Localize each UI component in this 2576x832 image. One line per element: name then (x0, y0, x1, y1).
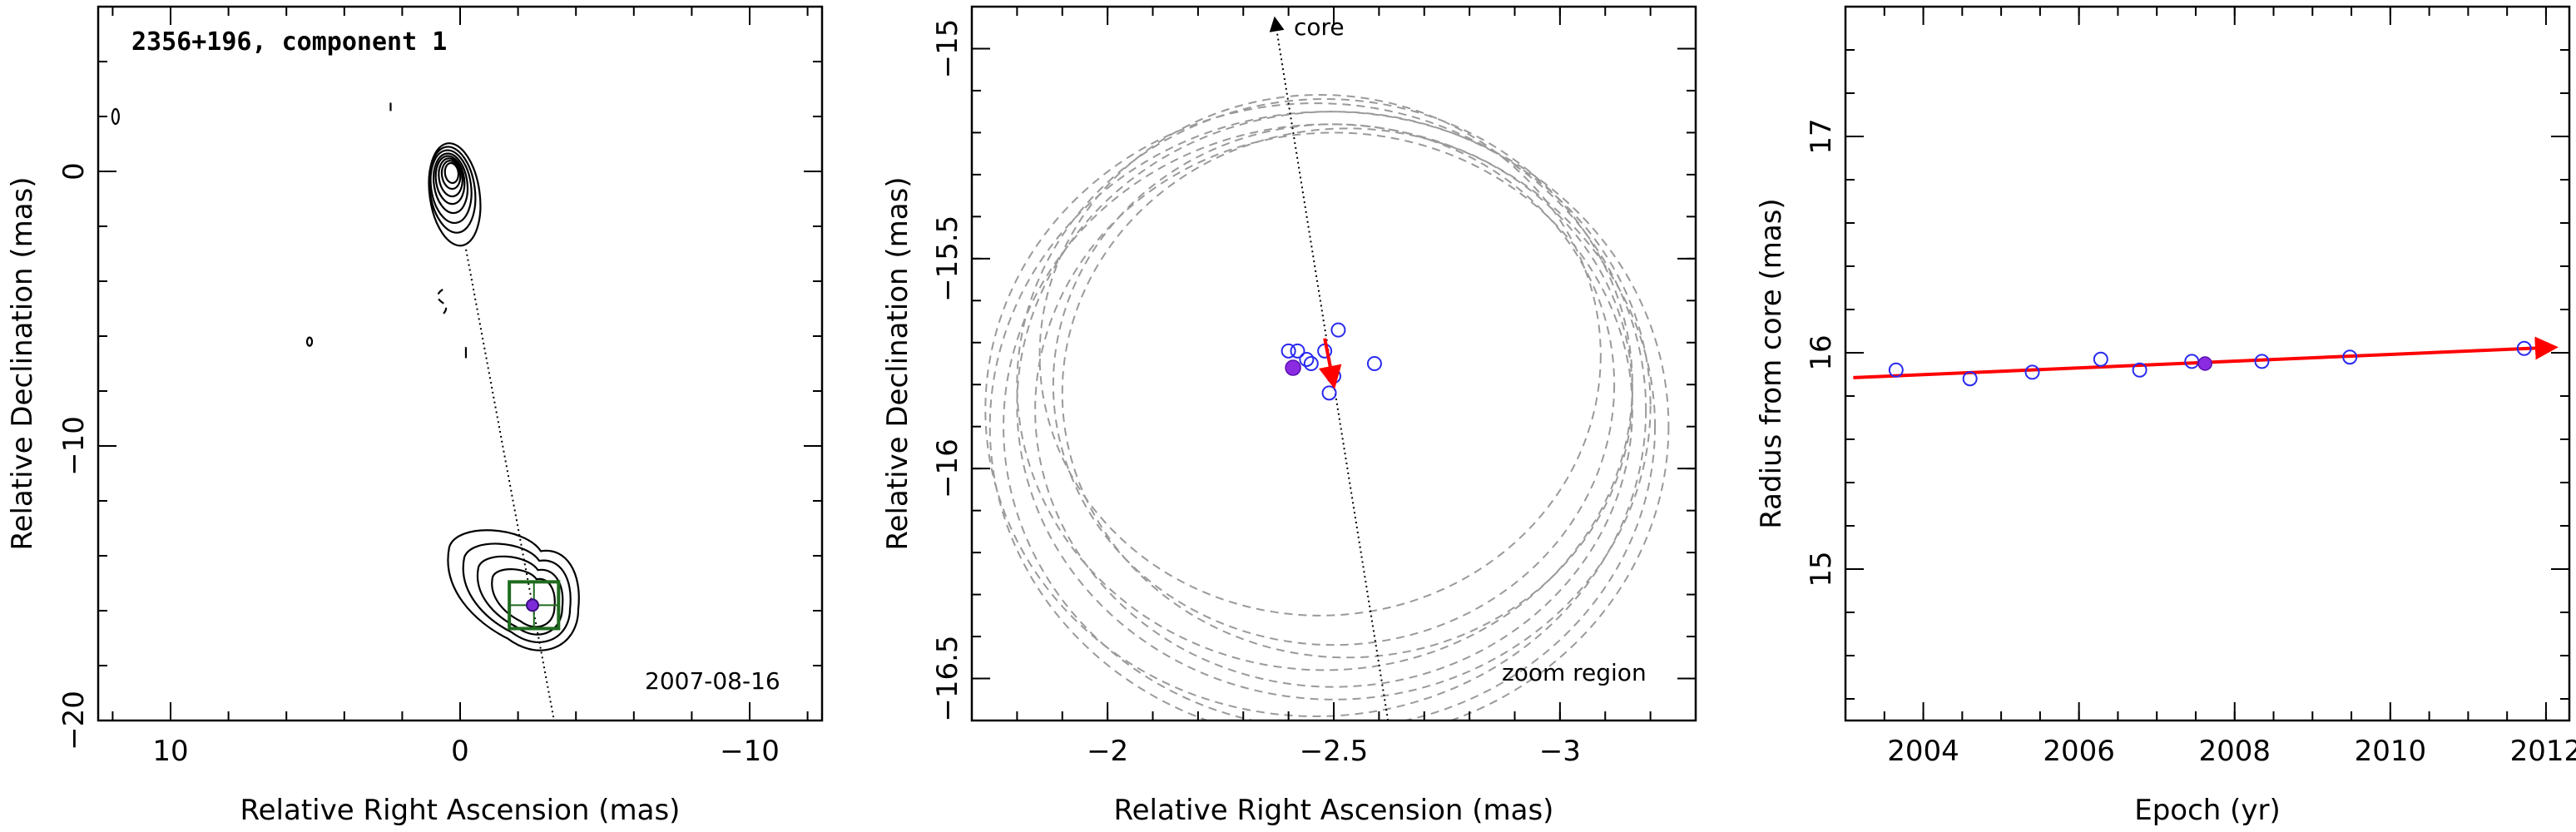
panel-3-xtick-label: 2012 (2510, 735, 2576, 768)
panel-1-frame (97, 5, 824, 722)
negative-contour (437, 288, 448, 315)
error-circles (984, 93, 1670, 721)
component-contour-3 (491, 568, 556, 628)
error-circle-1 (1052, 123, 1616, 646)
panel-1-ticks: 10 0 −10 0 −10 −20 (57, 6, 822, 768)
epoch-position-point (1299, 351, 1315, 367)
panel-1-date-annotation: 2007-08-16 (645, 667, 780, 695)
motion-vector-arrow (1318, 338, 1342, 389)
core-contour-2 (429, 149, 473, 225)
noise-contour (305, 336, 314, 347)
panel-3-xtick-label: 2008 (2198, 735, 2271, 768)
panel-2-xlabel: Relative Right Ascension (mas) (1114, 794, 1554, 827)
core-contour-1 (428, 146, 477, 234)
panel-3-xtick-label: 2004 (1887, 735, 1959, 768)
panel-2-xtick-label: −2 (1087, 735, 1128, 768)
panel-1-xtick-label: −10 (720, 735, 780, 768)
epoch-position-point (1290, 343, 1305, 359)
epoch-position-point (1366, 356, 1382, 371)
error-circle-0 (1038, 93, 1602, 617)
panel-1-xlabel: Relative Right Ascension (mas) (240, 794, 681, 827)
panel-2-marks (984, 16, 1670, 721)
radius-point (2132, 362, 2147, 378)
epoch-position-point (1303, 356, 1319, 371)
panel-3-ytick-label: 15 (1805, 551, 1838, 587)
radius-point (2024, 364, 2040, 380)
component-contour-2 (476, 555, 564, 636)
core-contour-5 (438, 157, 463, 198)
panel-1-ylabel: Relative Declination (mas) (6, 176, 39, 550)
radius-point (2516, 340, 2532, 356)
highlighted-radius-point (2197, 356, 2212, 371)
component-contour-0 (447, 529, 580, 651)
panel-2-ytick-label: −16.5 (931, 635, 964, 721)
core-contour-4 (434, 155, 466, 206)
epoch-position-point (1330, 322, 1346, 338)
radius-point (1962, 371, 1978, 387)
panel-3-marks (1853, 336, 2559, 387)
error-circle-4 (1034, 131, 1633, 688)
panel-2-core-label: core (1294, 13, 1345, 41)
radius-point (2254, 354, 2270, 369)
epoch-position-point (1281, 343, 1296, 359)
panel-3-radius-vs-epoch: 2004 2006 2008 2010 2012 15 16 17 Epoch (yr) Ra… (1755, 5, 2576, 827)
component-contour-1 (462, 542, 572, 643)
core-contour-6 (440, 160, 462, 191)
panel-1-contour-map: 10 0 −10 0 −10 −20 2356+196, component 1 2007… (6, 5, 824, 827)
error-circle-5 (988, 111, 1670, 721)
panel-3-xlabel: Epoch (yr) (2134, 794, 2281, 827)
panel-1-title: 2356+196, component 1 (131, 27, 447, 57)
radius-point (2342, 349, 2358, 365)
panel-2-frame (970, 5, 1697, 722)
core-contour-0 (428, 142, 482, 247)
error-circle-7 (984, 102, 1647, 717)
panel-2-zoom-region-label: zoom region (1502, 659, 1647, 686)
panel-2-ytick-label: −16 (931, 438, 964, 498)
noise-contour (111, 107, 120, 126)
panel-2-ticks: −2 −2.5 −3 −15 −15.5 −16 −16.5 (931, 6, 1696, 768)
panel-2-zoom-scatter: −2 −2.5 −3 −15 −15.5 −16 −16.5 core zoom regio… (881, 5, 1697, 827)
core-contour-7 (443, 161, 460, 185)
panel-1-contours (111, 102, 580, 721)
error-circle-6 (1003, 123, 1656, 721)
panel-1-xtick-label: 0 (451, 735, 469, 768)
panel-3-xtick-label: 2006 (2043, 735, 2115, 768)
panel-1-ytick-label: −20 (57, 691, 91, 750)
panel-3-ytick-label: 17 (1805, 118, 1838, 154)
panel-3-frame (1844, 5, 2571, 722)
panel-1-ytick-label: 0 (57, 162, 91, 181)
panel-2-xtick-label: −3 (1539, 735, 1581, 768)
panel-2-ytick-label: −15.5 (931, 215, 964, 302)
component-position-marker (526, 598, 539, 612)
highlighted-epoch-point (1285, 359, 1301, 376)
panel-3-xtick-label: 2010 (2355, 735, 2427, 768)
panel-2-ytick-label: −15 (931, 19, 964, 79)
panel-2-ylabel: Relative Declination (mas) (881, 176, 914, 550)
error-circle-8 (1061, 127, 1633, 659)
radius-point (1888, 362, 1904, 378)
panel-3-ticks: 2004 2006 2008 2010 2012 15 16 17 (1805, 6, 2576, 768)
error-circle-3 (1016, 111, 1652, 701)
panel-1-xtick-label: 10 (152, 735, 188, 768)
panel-3-ytick-label: 16 (1805, 334, 1838, 370)
core-contour-3 (433, 152, 469, 215)
panel-1-ytick-label: −10 (57, 416, 91, 476)
panel-2-xtick-label: −2.5 (1300, 735, 1369, 768)
radius-point (2093, 351, 2108, 367)
epoch-position-point (1321, 385, 1337, 401)
panel-3-ylabel: Radius from core (mas) (1755, 198, 1788, 528)
